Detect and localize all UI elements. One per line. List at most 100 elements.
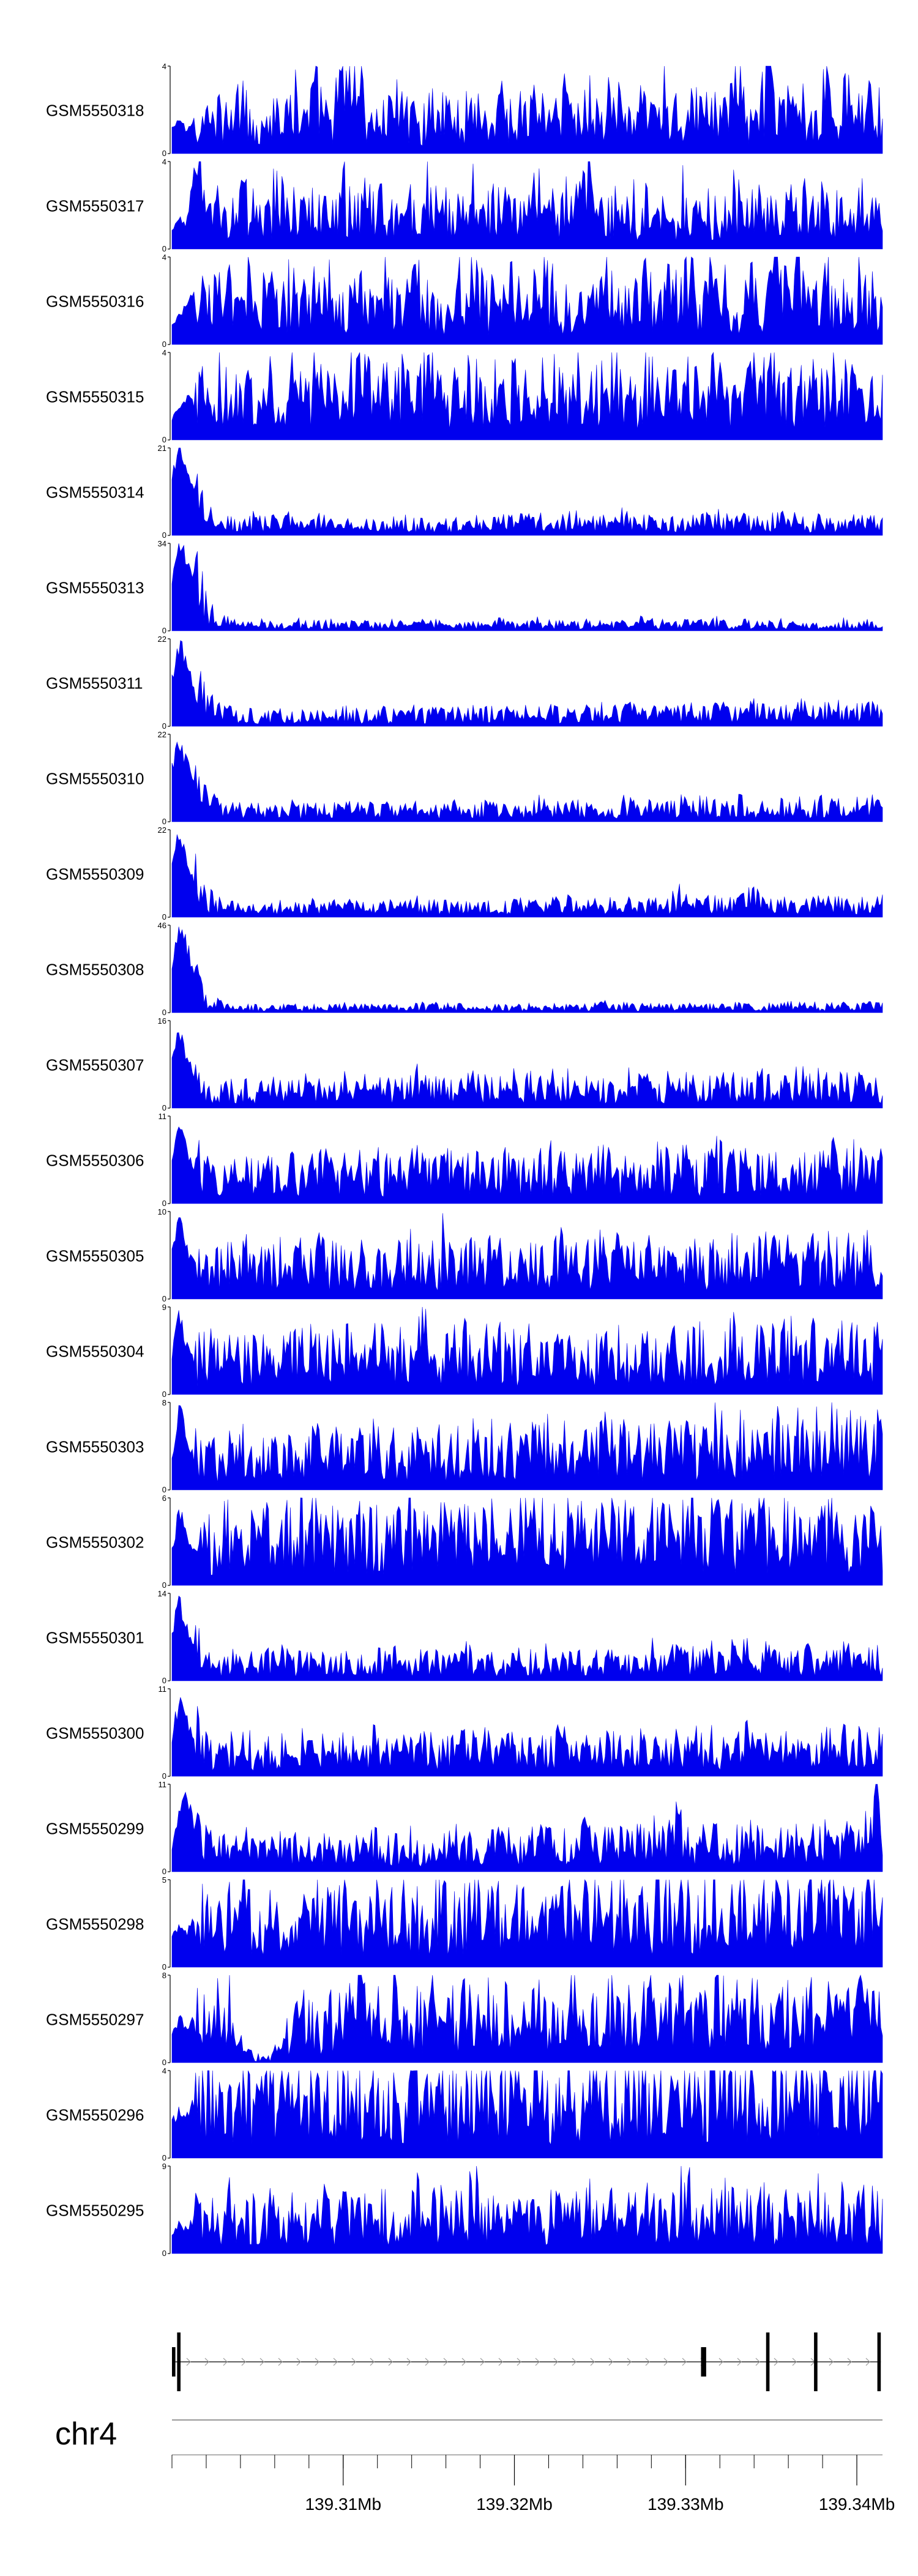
track-GSM5550317: GSM5550317 4 0 <box>46 157 883 253</box>
y-min-label: 0 <box>162 2153 166 2162</box>
coverage-area <box>171 1879 883 1968</box>
gene-exon <box>177 2332 181 2391</box>
track-GSM5550316: GSM5550316 4 0 <box>46 253 883 349</box>
y-max-label: 8 <box>162 1398 166 1407</box>
gene-model-track <box>172 2332 881 2391</box>
y-min-label: 0 <box>162 1199 166 1208</box>
track-label: GSM5550316 <box>46 292 144 311</box>
track-label: GSM5550303 <box>46 1438 144 1456</box>
y-max-label: 4 <box>162 348 166 357</box>
strand-arrow <box>223 2358 228 2366</box>
y-max-label: 6 <box>162 1494 166 1503</box>
track-label: GSM5550304 <box>46 1342 144 1361</box>
coverage-area <box>171 640 883 727</box>
track-label: GSM5550306 <box>46 1152 144 1170</box>
track-label: GSM5550308 <box>46 961 144 979</box>
track-GSM5550314: GSM5550314 21 0 <box>46 444 883 540</box>
strand-arrow <box>829 2358 834 2366</box>
strand-arrow <box>718 2358 723 2366</box>
y-max-label: 21 <box>158 444 166 453</box>
strand-arrow <box>792 2358 797 2366</box>
strand-arrow <box>663 2358 668 2366</box>
y-max-label: 5 <box>162 1875 166 1885</box>
y-min-label: 0 <box>162 721 166 731</box>
strand-arrow <box>737 2358 742 2366</box>
track-label: GSM5550315 <box>46 388 144 406</box>
track-label: GSM5550310 <box>46 770 144 788</box>
y-min-label: 0 <box>162 1580 166 1590</box>
track-label: GSM5550297 <box>46 2011 144 2029</box>
track-label: GSM5550300 <box>46 1724 144 1743</box>
strand-arrow <box>406 2358 411 2366</box>
coverage-area <box>171 1402 883 1491</box>
coverage-area <box>171 161 883 250</box>
strand-arrow <box>186 2358 191 2366</box>
y-min-label: 0 <box>162 1103 166 1112</box>
strand-arrow <box>425 2358 430 2366</box>
y-min-label: 0 <box>162 626 166 635</box>
strand-arrow <box>572 2358 577 2366</box>
y-max-label: 14 <box>158 1589 166 1598</box>
strand-arrow <box>351 2358 356 2366</box>
coverage-area <box>171 1784 883 1872</box>
y-max-label: 22 <box>158 730 166 739</box>
track-GSM5550300: GSM5550300 11 0 <box>46 1684 883 1781</box>
track-label: GSM5550309 <box>46 865 144 884</box>
y-min-label: 0 <box>162 435 166 444</box>
track-GSM5550302: GSM5550302 6 0 <box>46 1494 883 1590</box>
track-GSM5550306: GSM5550306 11 0 <box>46 1112 883 1208</box>
y-min-label: 0 <box>162 1962 166 1971</box>
y-max-label: 46 <box>158 921 166 930</box>
y-min-label: 0 <box>162 2249 166 2258</box>
track-label: GSM5550311 <box>46 674 143 693</box>
strand-arrow <box>296 2358 301 2366</box>
track-label: GSM5550301 <box>46 1629 144 1647</box>
track-label: GSM5550314 <box>46 483 144 502</box>
gene-exon <box>814 2332 818 2391</box>
y-min-label: 0 <box>162 244 166 253</box>
x-tick-label: 139.32Mb <box>476 2495 553 2514</box>
strand-arrow <box>315 2358 319 2366</box>
y-max-label: 11 <box>159 1780 167 1789</box>
y-max-label: 11 <box>159 1112 167 1121</box>
strand-arrow <box>553 2358 558 2366</box>
strand-arrow <box>682 2358 687 2366</box>
y-max-label: 22 <box>158 635 166 644</box>
track-GSM5550303: GSM5550303 8 0 <box>46 1398 883 1494</box>
strand-arrow <box>461 2358 466 2366</box>
x-tick-label: 139.33Mb <box>647 2495 724 2514</box>
strand-arrow <box>278 2358 283 2366</box>
y-max-label: 9 <box>162 1303 166 1312</box>
track-GSM5550301: GSM5550301 14 0 <box>46 1589 883 1685</box>
track-label: GSM5550313 <box>46 579 144 597</box>
strand-arrow <box>535 2358 540 2366</box>
coverage-area <box>171 2165 883 2254</box>
strand-arrow <box>774 2358 778 2366</box>
strand-arrow <box>627 2358 632 2366</box>
y-max-label: 22 <box>158 825 166 835</box>
track-label: GSM5550296 <box>46 2106 144 2124</box>
coverage-area <box>171 1974 883 2063</box>
strand-arrow <box>388 2358 393 2366</box>
track-label: GSM5550298 <box>46 1915 144 1934</box>
track-label: GSM5550317 <box>46 197 144 215</box>
track-label: GSM5550305 <box>46 1247 144 1265</box>
y-min-label: 0 <box>162 2058 166 2067</box>
track-GSM5550313: GSM5550313 34 0 <box>46 539 883 635</box>
track-GSM5550299: GSM5550299 11 0 <box>46 1780 883 1876</box>
track-GSM5550311: GSM5550311 22 0 <box>46 635 883 731</box>
strand-arrow <box>443 2358 448 2366</box>
coverage-area <box>171 1213 883 1300</box>
coverage-area <box>171 543 883 631</box>
y-max-label: 4 <box>162 157 166 166</box>
strand-arrow <box>370 2358 375 2366</box>
strand-arrow <box>480 2358 485 2366</box>
track-label: GSM5550295 <box>46 2202 144 2220</box>
chromosome-label: chr4 <box>55 2416 117 2452</box>
y-max-label: 11 <box>159 1684 167 1694</box>
strand-arrow <box>498 2358 503 2366</box>
y-min-label: 0 <box>162 1294 166 1303</box>
strand-arrow <box>333 2358 338 2366</box>
track-label: GSM5550307 <box>46 1056 144 1074</box>
